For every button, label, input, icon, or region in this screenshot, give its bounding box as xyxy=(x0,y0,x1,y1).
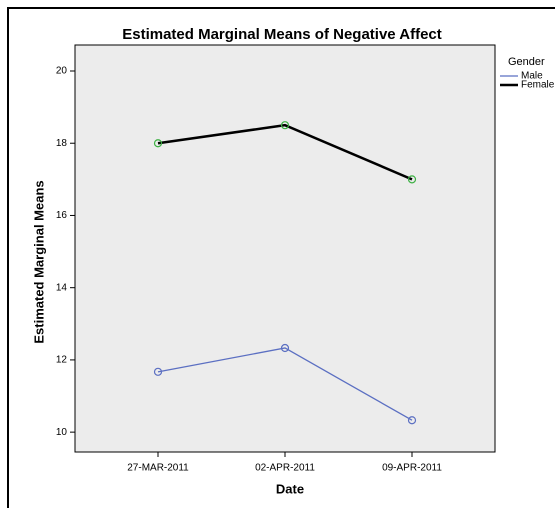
point-marker xyxy=(407,175,417,184)
x-tick-label: 02-APR-2011 xyxy=(255,463,315,474)
y-axis-title: Estimated Marginal Means xyxy=(31,180,46,343)
series-line xyxy=(157,123,413,181)
point-marker xyxy=(280,343,290,353)
x-tick-label: 09-APR-2011 xyxy=(382,463,442,474)
legend-title: Gender xyxy=(508,56,545,68)
y-tick-label: 16 xyxy=(56,210,68,221)
y-tick-label: 20 xyxy=(56,66,68,77)
point-marker xyxy=(280,121,290,130)
x-tick-label: 27-MAR-2011 xyxy=(127,463,189,474)
plot-area xyxy=(74,44,496,453)
point-marker xyxy=(153,139,163,148)
y-tick-label: 10 xyxy=(56,427,68,438)
x-axis-title: Date xyxy=(276,481,304,496)
legend-label: Female xyxy=(521,80,555,91)
point-marker xyxy=(407,416,417,425)
legend-label: Male xyxy=(521,71,543,82)
y-tick-label: 14 xyxy=(56,282,68,293)
chart-title: Estimated Marginal Means of Negative Aff… xyxy=(122,26,442,43)
series-line xyxy=(157,347,413,421)
y-tick-label: 12 xyxy=(56,355,68,366)
point-marker xyxy=(153,367,163,376)
y-tick-label: 18 xyxy=(56,138,68,149)
